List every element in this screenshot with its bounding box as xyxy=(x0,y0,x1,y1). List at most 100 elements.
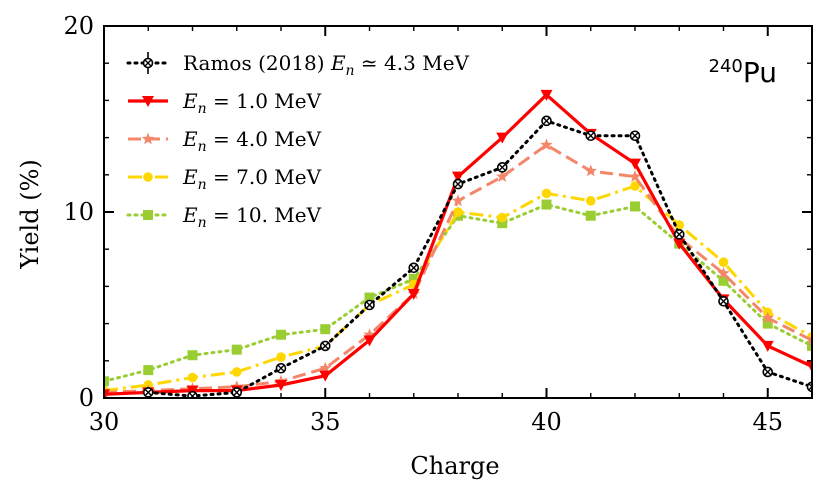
data-point xyxy=(453,207,463,217)
data-point xyxy=(276,329,286,340)
data-point xyxy=(275,379,287,391)
series-line xyxy=(146,119,812,398)
data-point xyxy=(142,96,154,107)
y-tick-label: 20 xyxy=(63,12,94,40)
x-axis-title: Charge xyxy=(410,452,499,480)
data-point xyxy=(408,273,419,284)
legend-entry: En = 4.0 MeV xyxy=(128,127,322,155)
y-tick-label: 0 xyxy=(79,384,94,412)
data-point xyxy=(143,365,154,376)
data-point xyxy=(452,171,464,183)
legend-label: En = 10. MeV xyxy=(182,203,322,231)
series-line xyxy=(104,184,812,393)
data-point xyxy=(142,387,154,398)
legend-label: En = 4.0 MeV xyxy=(182,127,322,155)
tick-labels: 30 35 40 45 0 10 20 xyxy=(63,12,783,436)
data-point xyxy=(320,324,331,335)
data-point xyxy=(496,162,508,173)
series-0 xyxy=(142,115,812,398)
data-point xyxy=(104,389,110,398)
data-point xyxy=(584,164,597,177)
legend-entry: En = 10. MeV xyxy=(126,203,322,231)
data-point xyxy=(630,201,640,212)
data-point xyxy=(806,361,812,373)
data-point xyxy=(806,381,812,393)
legend-label: En = 7.0 MeV xyxy=(182,165,322,193)
y-axis-title: Yield (%) xyxy=(16,159,44,270)
x-tick-label: 30 xyxy=(89,408,120,436)
data-point xyxy=(142,57,154,69)
nuclide-element: Pu xyxy=(743,56,777,89)
data-point xyxy=(364,299,375,311)
data-point xyxy=(541,115,552,127)
data-point xyxy=(807,340,812,351)
data-point xyxy=(718,275,729,286)
data-point xyxy=(408,262,420,274)
data-point xyxy=(407,288,420,300)
data-point xyxy=(319,340,331,352)
data-point xyxy=(319,370,332,382)
data-point xyxy=(363,328,376,340)
nuclide-mass-number: 240 xyxy=(709,56,743,77)
plot-frame xyxy=(103,25,813,399)
data-point xyxy=(761,340,774,352)
data-point xyxy=(363,335,376,347)
data-point xyxy=(276,352,286,362)
data-point xyxy=(674,220,685,230)
data-point xyxy=(762,318,773,329)
data-point xyxy=(275,362,287,374)
data-point xyxy=(319,361,332,374)
data-point xyxy=(585,196,596,206)
data-point xyxy=(364,292,375,303)
data-point xyxy=(540,138,553,151)
x-tick-label: 45 xyxy=(752,408,783,436)
data-point xyxy=(187,372,198,383)
series-layer xyxy=(104,89,812,398)
data-point xyxy=(629,158,641,170)
data-point xyxy=(187,390,198,398)
data-point xyxy=(541,199,552,210)
data-point xyxy=(585,210,596,221)
data-point xyxy=(104,376,109,387)
series-line xyxy=(104,203,812,383)
legend-label: En = 1.0 MeV xyxy=(182,89,322,117)
data-point xyxy=(231,387,243,398)
data-point xyxy=(187,350,198,361)
legend-label: Ramos (2018) En ≃ 4.3 MeV xyxy=(183,51,470,79)
series-4 xyxy=(104,199,812,387)
data-point xyxy=(496,132,509,144)
nuclide-annotation: 240Pu xyxy=(709,56,778,89)
data-point xyxy=(231,367,242,377)
data-point xyxy=(585,130,597,142)
legend-entry: Ramos (2018) En ≃ 4.3 MeV xyxy=(126,51,470,79)
data-point xyxy=(143,172,153,182)
data-point xyxy=(629,130,641,142)
y-tick-label: 10 xyxy=(63,198,94,226)
data-point xyxy=(718,257,729,268)
data-point xyxy=(673,238,686,250)
data-point xyxy=(497,212,508,223)
data-point xyxy=(628,170,642,182)
x-tick-label: 35 xyxy=(310,408,341,436)
data-point xyxy=(231,344,242,355)
data-point xyxy=(630,181,640,191)
data-point xyxy=(497,218,508,229)
legend-entry: En = 7.0 MeV xyxy=(128,165,322,193)
data-point xyxy=(452,178,464,190)
data-point xyxy=(805,333,812,346)
data-point xyxy=(718,295,729,307)
data-point xyxy=(673,229,685,240)
data-point xyxy=(451,194,465,207)
data-point xyxy=(541,188,552,199)
data-point xyxy=(143,210,153,220)
data-point xyxy=(141,132,155,145)
legend: Ramos (2018) En ≃ 4.3 MeV En = 1.0 MeV En … xyxy=(126,51,470,231)
legend-entry: En = 1.0 MeV xyxy=(128,89,322,117)
data-point xyxy=(762,366,774,378)
x-tick-label: 40 xyxy=(531,408,562,436)
data-point xyxy=(717,266,730,279)
data-point xyxy=(496,170,509,182)
data-point xyxy=(540,89,553,101)
data-point xyxy=(761,311,774,324)
